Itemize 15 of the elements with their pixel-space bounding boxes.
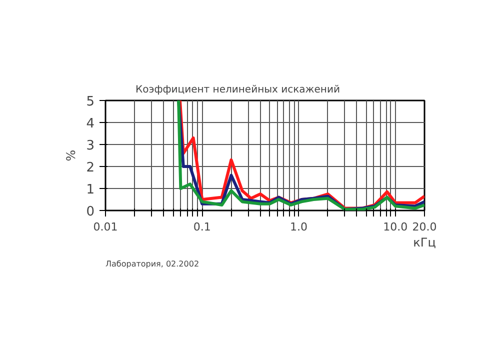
y-tick-label: 2 — [86, 160, 95, 176]
y-tick-label: 3 — [86, 138, 95, 154]
x-tick-label: 1.0 — [290, 220, 308, 234]
y-axis-title: % — [64, 150, 78, 162]
y-tick-label: 1 — [86, 182, 95, 198]
x-tick-label: 0.1 — [193, 220, 211, 234]
x-axis-title: кГц — [413, 236, 436, 250]
chart-title: Коэффициент нелинейных искажений — [136, 84, 340, 96]
y-tick-label: 4 — [86, 116, 95, 132]
x-tick-label: 0.01 — [93, 220, 118, 234]
y-tick-label: 5 — [86, 94, 95, 110]
x-tick-label: 10.0 — [383, 220, 408, 234]
text: Лаборатория, 02.2002 — [106, 260, 200, 268]
x-tick-label: 20.0 — [412, 220, 437, 234]
y-tick-label: 0 — [86, 204, 95, 220]
